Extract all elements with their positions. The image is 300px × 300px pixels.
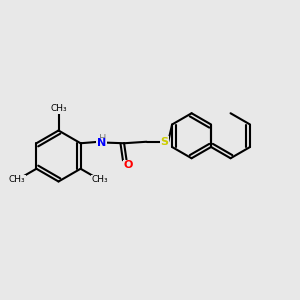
Text: CH₃: CH₃: [9, 175, 25, 184]
Text: O: O: [123, 160, 133, 170]
Text: N: N: [97, 138, 106, 148]
Text: CH₃: CH₃: [50, 104, 67, 113]
Text: S: S: [160, 137, 169, 147]
Text: CH₃: CH₃: [92, 175, 108, 184]
Text: H: H: [99, 134, 107, 144]
